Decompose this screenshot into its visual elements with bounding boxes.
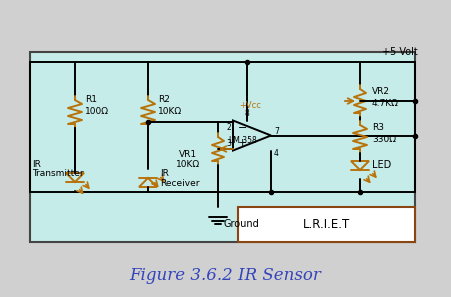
Text: 4.7KΩ: 4.7KΩ bbox=[372, 99, 399, 108]
Text: Ground: Ground bbox=[223, 219, 259, 229]
Text: R1: R1 bbox=[85, 96, 97, 105]
Text: +Vcc: +Vcc bbox=[239, 102, 261, 110]
Text: IR: IR bbox=[32, 160, 41, 169]
Text: Receiver: Receiver bbox=[160, 179, 199, 188]
Text: R2: R2 bbox=[158, 96, 170, 105]
Text: 7: 7 bbox=[274, 127, 279, 136]
Text: LM 358: LM 358 bbox=[229, 136, 257, 145]
Bar bbox=[30, 52, 415, 242]
Text: IR: IR bbox=[160, 169, 169, 178]
Text: L.R.I.E.T: L.R.I.E.T bbox=[303, 218, 350, 231]
Text: VR1: VR1 bbox=[179, 150, 197, 159]
Text: R3: R3 bbox=[372, 122, 384, 132]
Text: 3: 3 bbox=[226, 138, 231, 148]
Text: 100Ω: 100Ω bbox=[85, 108, 109, 116]
Text: 330Ω: 330Ω bbox=[372, 135, 396, 143]
Text: +: + bbox=[238, 138, 248, 148]
Text: 10KΩ: 10KΩ bbox=[158, 108, 182, 116]
Bar bbox=[238, 207, 415, 242]
Text: 4: 4 bbox=[274, 148, 279, 157]
Text: LED: LED bbox=[372, 160, 391, 170]
Text: 10KΩ: 10KΩ bbox=[176, 160, 200, 169]
Text: VR2: VR2 bbox=[372, 86, 390, 96]
Text: Figure 3.6.2 IR Sensor: Figure 3.6.2 IR Sensor bbox=[129, 266, 321, 284]
Text: 8: 8 bbox=[244, 108, 249, 118]
Text: +5 Volt: +5 Volt bbox=[382, 47, 418, 57]
Text: Transmitter: Transmitter bbox=[32, 169, 83, 178]
Text: −: − bbox=[238, 123, 248, 133]
Text: 2: 2 bbox=[226, 124, 231, 132]
